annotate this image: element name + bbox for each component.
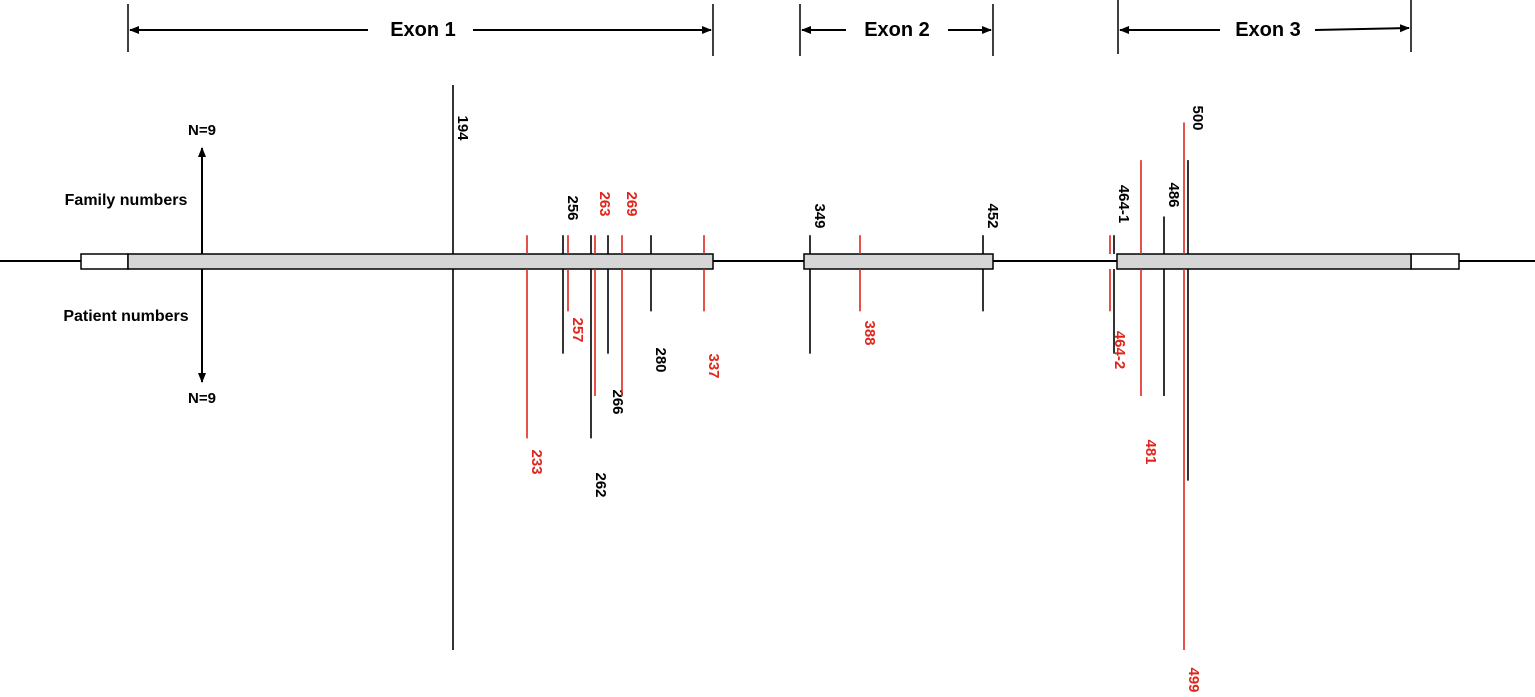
exon3-right-arrow [1314,24,1410,33]
mutation-label-481: 481 [1142,439,1159,464]
mutation-label-233: 233 [528,449,545,474]
mutation-label-257: 257 [569,317,586,342]
exon1-label: Exon 1 [390,19,456,41]
mutation-markers: 194 233 256 257 262 263 266 269 280 337 349 388 452 4… [452,85,1206,693]
family-numbers-label: Family numbers [65,192,188,209]
mutation-label-464-1: 464-1 [1115,185,1132,223]
mutation-label-486: 486 [1165,182,1182,207]
mutation-label-262: 262 [592,472,609,497]
exon2-box [803,253,994,270]
mutation-label-500: 500 [1189,105,1206,130]
patient-numbers-label: Patient numbers [63,308,188,325]
mutation-label-388: 388 [861,320,878,345]
mutation-label-464-2: 464-2 [1111,331,1128,369]
exon1-header: Exon 1 [127,4,714,56]
utr-3prime [1410,253,1460,270]
mutation-label-337: 337 [705,353,722,378]
mutation-label-269: 269 [623,191,640,216]
mutation-label-256: 256 [564,195,581,220]
exon2-label: Exon 2 [864,19,930,41]
mutation-label-194: 194 [454,115,471,141]
mutation-label-266: 266 [609,389,626,414]
exon3-box [1116,253,1412,270]
top-n-label: N=9 [188,122,216,139]
mutation-label-263: 263 [596,191,613,216]
mutation-label-280: 280 [652,347,669,372]
exon1-box [127,253,714,270]
bottom-n-label: N=9 [188,390,216,407]
exon3-header: Exon 3 [1117,0,1412,54]
utr-5prime [80,253,129,270]
exon2-header: Exon 2 [799,4,994,56]
mutation-label-499: 499 [1185,667,1202,692]
exon3-label: Exon 3 [1235,19,1301,41]
mutation-label-349: 349 [811,203,828,228]
mutation-label-452: 452 [984,203,1001,228]
